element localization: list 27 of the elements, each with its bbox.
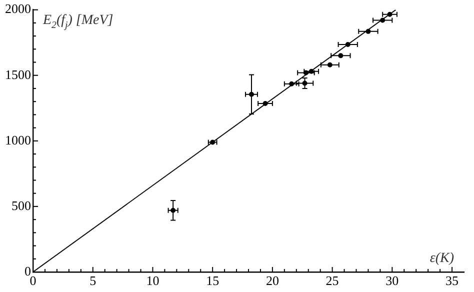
point [262,101,268,106]
y-tick-label: 1000 [5,132,31,148]
point [308,68,314,74]
y-tick-label: 2000 [5,1,31,16]
point [289,81,294,86]
point [170,208,176,213]
x-tick-label: 20 [266,273,279,288]
point [327,62,332,68]
point [338,53,344,58]
point [345,42,350,48]
x-axis-title: ε(K) [430,251,454,266]
x-tick-label: 15 [206,273,220,288]
point [366,28,371,34]
x-tick-label: 35 [446,273,459,288]
point [248,92,254,97]
point [380,18,386,23]
x-tick-label: 25 [326,273,339,288]
y-tick-label: 500 [12,198,31,213]
x-tick-label: 5 [90,273,96,288]
point [302,80,308,86]
y-tick-label: 1500 [5,66,31,82]
x-tick-label: 10 [146,273,160,288]
x-tick-label: 30 [386,273,399,288]
y-tick-label: 0 [24,263,31,278]
point [303,70,308,76]
point [210,140,216,145]
point [387,12,392,17]
